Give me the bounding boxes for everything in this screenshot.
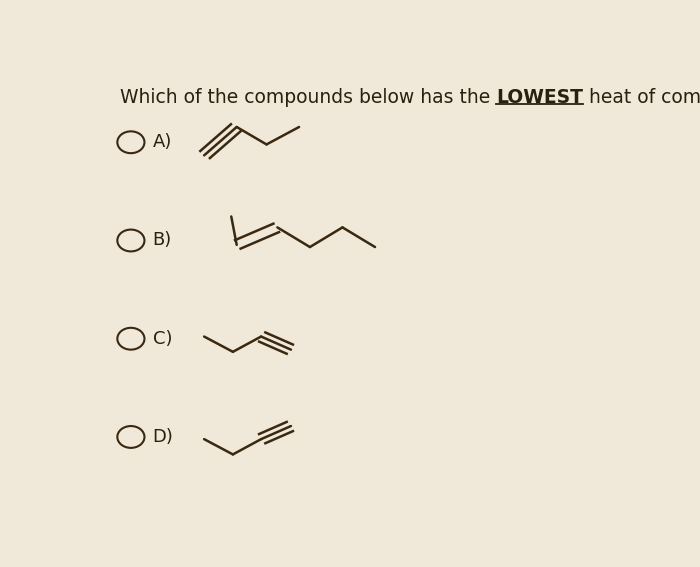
- Text: B): B): [153, 231, 172, 249]
- Text: A): A): [153, 133, 172, 151]
- Text: LOWEST: LOWEST: [496, 88, 583, 107]
- Text: Which of the compounds below has the: Which of the compounds below has the: [120, 88, 496, 107]
- Text: D): D): [153, 428, 174, 446]
- Text: heat of combustion?: heat of combustion?: [583, 88, 700, 107]
- Text: C): C): [153, 330, 172, 348]
